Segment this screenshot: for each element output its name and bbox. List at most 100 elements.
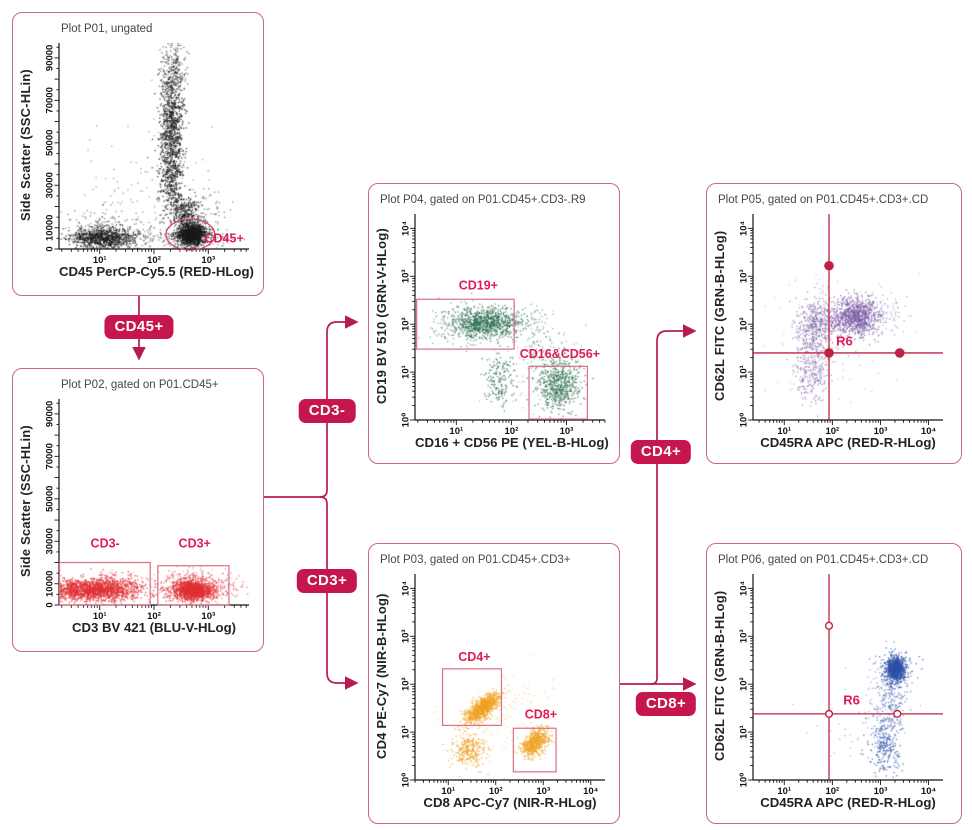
plot-title: Plot P01, ungated [61,23,153,35]
gate-region-CD3+ [157,565,230,606]
quadrant-handle [824,348,834,358]
plot-card-p01: Plot P01, ungated Side Scatter (SSC-HLin… [12,12,264,296]
x-axis-label: CD45RA APC (RED-R-HLog) [760,435,936,450]
plot-card-p02: Plot P02, gated on P01.CD45+ Side Scatte… [12,368,264,652]
x-axis-label: CD45RA APC (RED-R-HLog) [760,795,936,810]
tick-label: 10¹ [449,426,463,437]
tick-label: 30000 [45,528,56,554]
quadrant-label-R6: R6 [836,333,853,348]
tick-label: 10⁴ [583,786,599,797]
gate-region-CD4+ [441,668,503,726]
tick-label: 10⁴ [921,426,937,437]
arrow-cd4 [650,324,697,685]
plot-card-p06: Plot P06, gated on P01.CD45+.CD3+.CD CD6… [706,543,962,824]
tick-label: 0 [45,246,56,251]
quadrant-handle [824,709,834,718]
tick-label: 10³ [201,255,215,266]
x-axis-label: CD3 BV 421 (BLU-V-HLog) [71,620,237,635]
scatter-points-canvas [415,574,605,780]
badge-cd8-positive: CD8+ [635,692,697,716]
plot-title: Plot P02, gated on P01.CD45+ [61,379,219,391]
tick-label: 10³ [401,269,412,283]
tick-label: 10² [739,677,750,691]
tick-label: 10000 [45,215,56,241]
tick-label: 10³ [739,629,750,643]
gate-region-CD45+ [165,218,216,251]
gate-region-CD16&CD56+ [528,365,588,420]
tick-label: 10⁴ [921,786,937,797]
badge-cd45-positive: CD45+ [104,315,174,339]
tick-label: 70000 [44,443,55,469]
arrow-cd3neg [319,315,359,498]
plot-axes-and-gates: 10¹ 10² 10³ 10⁰ 10¹ 10² 10³ 10⁴ CD19+ CD16&CD56+ [401,214,606,437]
quadrant-handle [824,260,834,271]
tick-label: 10² [401,677,412,691]
scatter-points-canvas [753,574,943,780]
badge-cd3-positive: CD3+ [296,569,358,593]
tick-label: 10000 [45,571,56,597]
tick-label: 10⁰ [739,773,750,788]
gate-label-CD8+: CD8+ [525,708,557,722]
badge-cd3-negative: CD3- [298,399,356,423]
plot-card-p05: Plot P05, gated on P01.CD45+.CD3+.CD CD6… [706,183,962,464]
tick-label: 10² [147,255,161,266]
tick-label: 90000 [45,45,56,71]
quadrant-lines [753,214,943,420]
plot-axes-and-gates: 10¹ 10² 10³ 10⁴ 10⁰ 10¹ 10² 10³ 10⁴ CD4+ CD8+ [401,574,605,797]
gate-label-CD19+: CD19+ [459,279,498,293]
plot-title: Plot P05, gated on P01.CD45+.CD3+.CD [718,194,929,206]
tick-label: 10³ [874,786,888,797]
tick-label: 10¹ [777,426,791,437]
tick-label: 10¹ [401,365,412,379]
plot-card-p04: Plot P04, gated on P01.CD45+.CD3-.R9 CD1… [368,183,620,464]
tick-label: 30000 [45,172,56,198]
tick-label: 70000 [44,87,55,113]
tick-label: 10² [489,786,503,797]
tick-label: 10³ [739,269,750,283]
x-axis-label: CD16 + CD56 PE (YEL-B-HLog) [415,435,609,450]
plot-title: Plot P03, gated on P01.CD45+.CD3+ [380,554,571,566]
tick-label: 10⁴ [739,220,750,236]
tick-label: 10³ [536,786,550,797]
gate-label-CD45+: CD45+ [204,232,243,246]
tick-label: 50000 [45,130,56,156]
gate-label-CD3-: CD3- [91,537,120,551]
tick-label: 10² [825,426,839,437]
quadrant-handle [894,348,905,358]
tick-label: 10⁴ [401,220,412,236]
tick-label: 10¹ [739,365,750,379]
gate-region-CD3- [58,561,151,606]
tick-label: 10⁰ [401,413,412,428]
tick-label: 10² [401,317,412,331]
plot-title: Plot P04, gated on P01.CD45+.CD3-.R9 [380,194,586,206]
tick-label: 10¹ [739,725,750,739]
tick-label: 0 [45,602,56,607]
tick-label: 10¹ [401,725,412,739]
gate-region-CD19+ [416,298,515,350]
tick-label: 10⁴ [739,580,750,596]
tick-label: 10³ [560,426,574,437]
quadrant-handle [893,709,902,718]
quadrant-lines [753,574,943,780]
scatter-points-canvas [415,214,605,420]
tick-label: 10² [825,786,839,797]
tick-label: 10² [739,317,750,331]
x-axis-label: CD8 APC-Cy7 (NIR-R-HLog) [423,795,597,810]
gate-label-CD16&CD56+: CD16&CD56+ [520,347,600,361]
arrow-cd3pos [319,496,359,690]
quadrant-handle [824,621,834,630]
scatter-points-canvas [753,214,943,420]
tick-label: 10⁰ [739,413,750,428]
gate-region-CD8+ [512,727,557,773]
tick-label: 10⁴ [401,580,412,596]
tick-label: 10¹ [441,786,455,797]
tick-label: 10¹ [93,611,107,622]
tick-label: 10³ [201,611,215,622]
tick-label: 10² [147,611,161,622]
tick-label: 50000 [45,486,56,512]
x-axis-label: CD45 PerCP-Cy5.5 (RED-HLog) [59,264,254,279]
tick-label: 10² [505,426,519,437]
plot-axes-and-gates: 10¹ 10² 10³ 0 10000 30000 50000 70000 90000 CD3- C… [44,399,249,622]
tick-label: 10⁰ [401,773,412,788]
